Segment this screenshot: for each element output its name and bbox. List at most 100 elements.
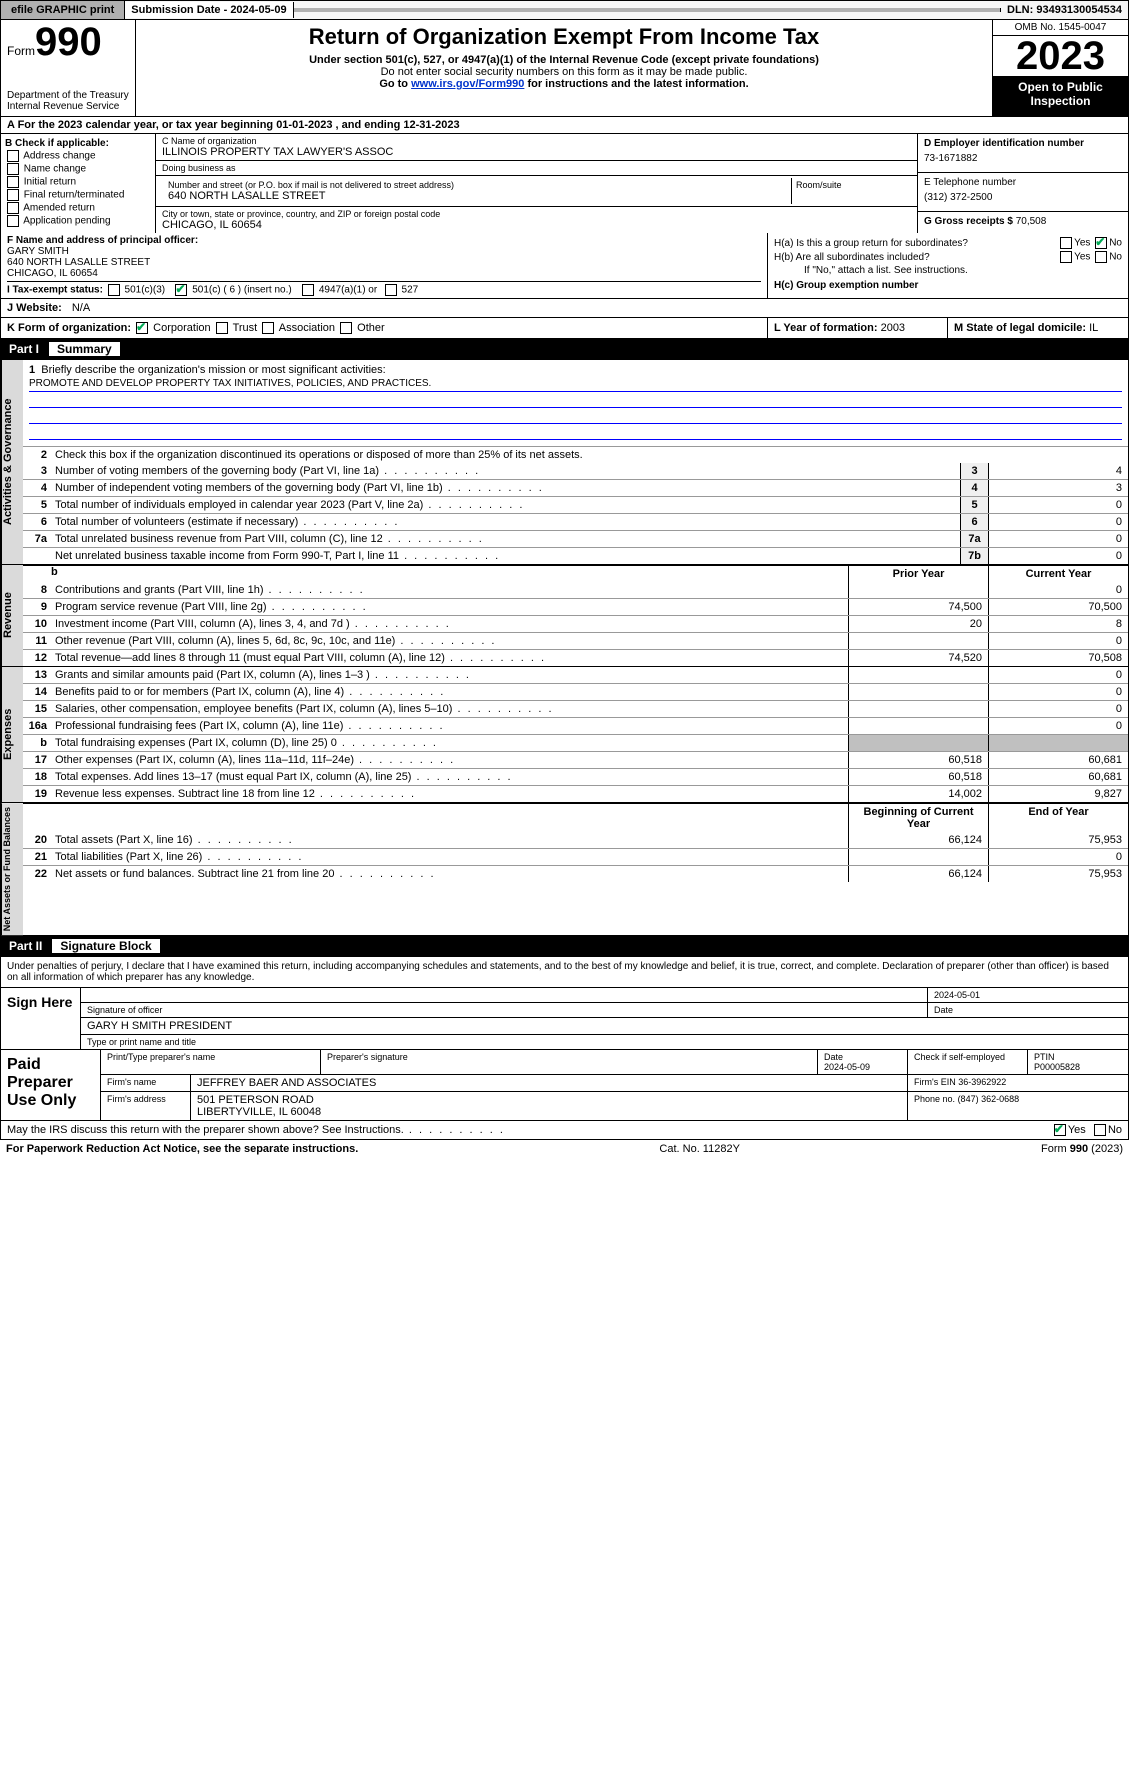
ck-527[interactable]: [385, 284, 397, 296]
ck-corp[interactable]: [136, 322, 148, 334]
box-d: D Employer identification number 73-1671…: [918, 134, 1128, 233]
fin-line: 10Investment income (Part VIII, column (…: [23, 615, 1128, 632]
box-k: K Form of organization: Corporation Trus…: [1, 318, 768, 338]
sign-here-row: Sign Here 2024-05-01 Signature of office…: [1, 987, 1128, 1049]
ck-501c[interactable]: [175, 284, 187, 296]
form-header: Form990 Department of the Treasury Inter…: [0, 20, 1129, 117]
paid-preparer-label: Paid Preparer Use Only: [1, 1050, 101, 1120]
part1-netassets: Net Assets or Fund Balances Beginning of…: [0, 803, 1129, 936]
firm-name: JEFFREY BAER AND ASSOCIATES: [191, 1075, 908, 1091]
section-bcd: B Check if applicable: Address change Na…: [0, 134, 1129, 233]
hc-label: H(c) Group exemption number: [774, 280, 1122, 291]
ptin: P00005828: [1034, 1062, 1080, 1072]
gov-line: 4Number of independent voting members of…: [23, 479, 1128, 496]
fin-line: 14Benefits paid to or for members (Part …: [23, 683, 1128, 700]
ck-501c3[interactable]: [108, 284, 120, 296]
hdr-prior: Prior Year: [848, 566, 988, 582]
may-irs-discuss: May the IRS discuss this return with the…: [0, 1121, 1129, 1140]
firm-phone: (847) 362-0688: [958, 1094, 1020, 1104]
firm-city: LIBERTYVILLE, IL 60048: [197, 1106, 321, 1118]
q2: Check this box if the organization disco…: [51, 447, 1128, 463]
room-suite-label: Room/suite: [791, 178, 911, 204]
tel: (312) 372-2500: [924, 188, 1122, 207]
ck-4947[interactable]: [302, 284, 314, 296]
part1-governance: Activities & Governance 1 Briefly descri…: [0, 360, 1129, 565]
ck-assoc[interactable]: [262, 322, 274, 334]
opt-application-pending[interactable]: Application pending: [5, 215, 151, 227]
fin-line: 16aProfessional fundraising fees (Part I…: [23, 717, 1128, 734]
gov-line: 7aTotal unrelated business revenue from …: [23, 530, 1128, 547]
submission-date: Submission Date - 2024-05-09: [125, 2, 293, 18]
hb-label: H(b) Are all subordinates included?: [774, 252, 930, 263]
gov-line: Net unrelated business taxable income fr…: [23, 547, 1128, 564]
opt-final-return[interactable]: Final return/terminated: [5, 189, 151, 201]
tel-label: E Telephone number: [924, 177, 1122, 188]
hb-no[interactable]: [1095, 251, 1107, 263]
subtitle-1: Under section 501(c), 527, or 4947(a)(1)…: [142, 54, 986, 66]
prep-name-label: Print/Type preparer's name: [101, 1050, 321, 1074]
fin-line: 15Salaries, other compensation, employee…: [23, 700, 1128, 717]
efile-button[interactable]: efile GRAPHIC print: [1, 1, 125, 19]
form-word: Form: [7, 44, 35, 58]
prep-sig-label: Preparer's signature: [321, 1050, 818, 1074]
penalty-text: Under penalties of perjury, I declare th…: [1, 957, 1128, 987]
fin-line: 13Grants and similar amounts paid (Part …: [23, 667, 1128, 683]
fin-line: 12Total revenue—add lines 8 through 11 (…: [23, 649, 1128, 666]
box-i: I Tax-exempt status: 501(c)(3) 501(c) ( …: [7, 281, 761, 296]
irs-link[interactable]: www.irs.gov/Form990: [411, 78, 524, 90]
ha-label: H(a) Is this a group return for subordin…: [774, 238, 968, 249]
mayirs-yes[interactable]: [1054, 1124, 1066, 1136]
box-b-label: B Check if applicable:: [5, 138, 151, 149]
opt-initial-return[interactable]: Initial return: [5, 176, 151, 188]
mission-text: PROMOTE AND DEVELOP PROPERTY TAX INITIAT…: [29, 378, 1122, 392]
tax-year: 2023: [993, 36, 1128, 76]
dba-label: Doing business as: [162, 163, 911, 173]
section-fh: F Name and address of principal officer:…: [0, 233, 1129, 299]
ha-no[interactable]: [1095, 237, 1107, 249]
subtitle-2: Do not enter social security numbers on …: [142, 66, 986, 78]
fin-line: 20Total assets (Part X, line 16)66,12475…: [23, 832, 1128, 848]
sign-here-label: Sign Here: [1, 988, 81, 1049]
opt-amended-return[interactable]: Amended return: [5, 202, 151, 214]
gov-line: 3Number of voting members of the governi…: [23, 463, 1128, 479]
form-ref: Form 990 (2023): [1041, 1143, 1123, 1155]
box-b: B Check if applicable: Address change Na…: [1, 134, 156, 233]
city: CHICAGO, IL 60654: [162, 219, 911, 231]
hb-yes[interactable]: [1060, 251, 1072, 263]
box-l: L Year of formation: 2003: [768, 318, 948, 338]
officer-name: GARY SMITH: [7, 246, 761, 257]
top-bar: efile GRAPHIC print Submission Date - 20…: [0, 0, 1129, 20]
paperwork-notice: For Paperwork Reduction Act Notice, see …: [6, 1143, 358, 1155]
ha-yes[interactable]: [1060, 237, 1072, 249]
part1-expenses: Expenses 13Grants and similar amounts pa…: [0, 667, 1129, 803]
gross: 70,508: [1016, 216, 1047, 227]
opt-address-change[interactable]: Address change: [5, 150, 151, 162]
ein-label: D Employer identification number: [924, 138, 1122, 149]
open-public: Open to Public Inspection: [993, 76, 1128, 112]
org-name-label: C Name of organization: [162, 136, 911, 146]
sig-officer-label: Signature of officer: [81, 1003, 928, 1017]
addr-label: Number and street (or P.O. box if mail i…: [168, 180, 785, 190]
sig-date: 2024-05-01: [928, 988, 1128, 1002]
fin-line: 8Contributions and grants (Part VIII, li…: [23, 582, 1128, 598]
website: N/A: [72, 302, 90, 314]
page-footer: For Paperwork Reduction Act Notice, see …: [0, 1140, 1129, 1158]
ck-trust[interactable]: [216, 322, 228, 334]
officer-label: F Name and address of principal officer:: [7, 235, 761, 246]
officer-city: CHICAGO, IL 60654: [7, 268, 761, 279]
fin-line: 21Total liabilities (Part X, line 26)0: [23, 848, 1128, 865]
side-revenue: Revenue: [1, 565, 23, 666]
officer-addr: 640 NORTH LASALLE STREET: [7, 257, 761, 268]
side-governance: Activities & Governance: [1, 360, 23, 564]
q1: 1 Briefly describe the organization's mi…: [23, 360, 1128, 446]
year-box: OMB No. 1545-0047 2023 Open to Public In…: [993, 20, 1128, 116]
part1-revenue: Revenue bPrior YearCurrent Year 8Contrib…: [0, 565, 1129, 667]
ck-other[interactable]: [340, 322, 352, 334]
hdr-curr: Current Year: [988, 566, 1128, 582]
opt-name-change[interactable]: Name change: [5, 163, 151, 175]
addr: 640 NORTH LASALLE STREET: [168, 190, 785, 202]
city-label: City or town, state or province, country…: [162, 209, 911, 219]
mayirs-no[interactable]: [1094, 1124, 1106, 1136]
fin-line: 17Other expenses (Part IX, column (A), l…: [23, 751, 1128, 768]
dept-treasury: Department of the Treasury Internal Reve…: [7, 90, 129, 112]
